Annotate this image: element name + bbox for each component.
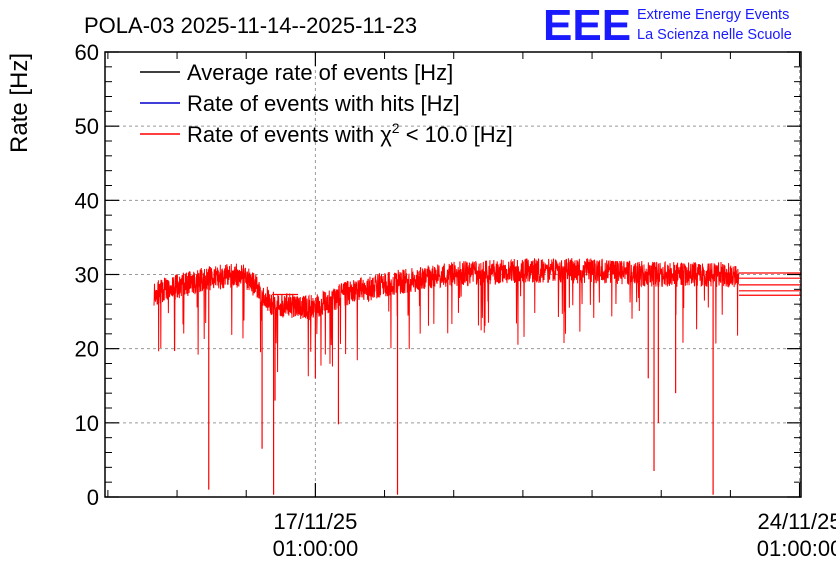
x-tick-label-date: 24/11/25 bbox=[758, 509, 836, 534]
x-tick-label-time: 01:00:00 bbox=[757, 536, 836, 561]
y-tick-label: 0 bbox=[87, 485, 99, 510]
x-tick-label-time: 01:00:00 bbox=[273, 536, 359, 561]
logo-letters: EEE bbox=[543, 1, 631, 50]
x-tick-label-date: 17/11/25 bbox=[273, 509, 357, 534]
y-tick-labels: 0 10 20 30 40 50 60 bbox=[75, 40, 99, 510]
legend: Average rate of events [Hz] Rate of even… bbox=[140, 60, 513, 147]
y-tick-label: 60 bbox=[75, 40, 99, 65]
y-tick-label: 40 bbox=[75, 188, 99, 213]
logo-line-1: Extreme Energy Events bbox=[637, 7, 789, 23]
legend-label-hits: Rate of events with hits [Hz] bbox=[187, 91, 460, 116]
logo-line-2: La Scienza nelle Scuole bbox=[637, 27, 792, 43]
y-tick-label: 30 bbox=[75, 263, 99, 288]
y-tick-label: 20 bbox=[75, 337, 99, 362]
data-series bbox=[153, 257, 801, 495]
eee-logo: EEE Extreme Energy Events La Scienza nel… bbox=[543, 1, 792, 50]
axis-ticks bbox=[105, 51, 801, 498]
legend-label-chi2: Rate of events with χ2 < 10.0 [Hz] bbox=[187, 120, 513, 147]
y-tick-label: 10 bbox=[75, 411, 99, 436]
chart-title: POLA-03 2025-11-14--2025-11-23 bbox=[84, 13, 417, 38]
y-axis-label: Rate [Hz] bbox=[6, 53, 33, 153]
y-tick-label: 50 bbox=[75, 114, 99, 139]
legend-label-average: Average rate of events [Hz] bbox=[187, 60, 453, 85]
series-line-chi2 bbox=[153, 257, 740, 377]
